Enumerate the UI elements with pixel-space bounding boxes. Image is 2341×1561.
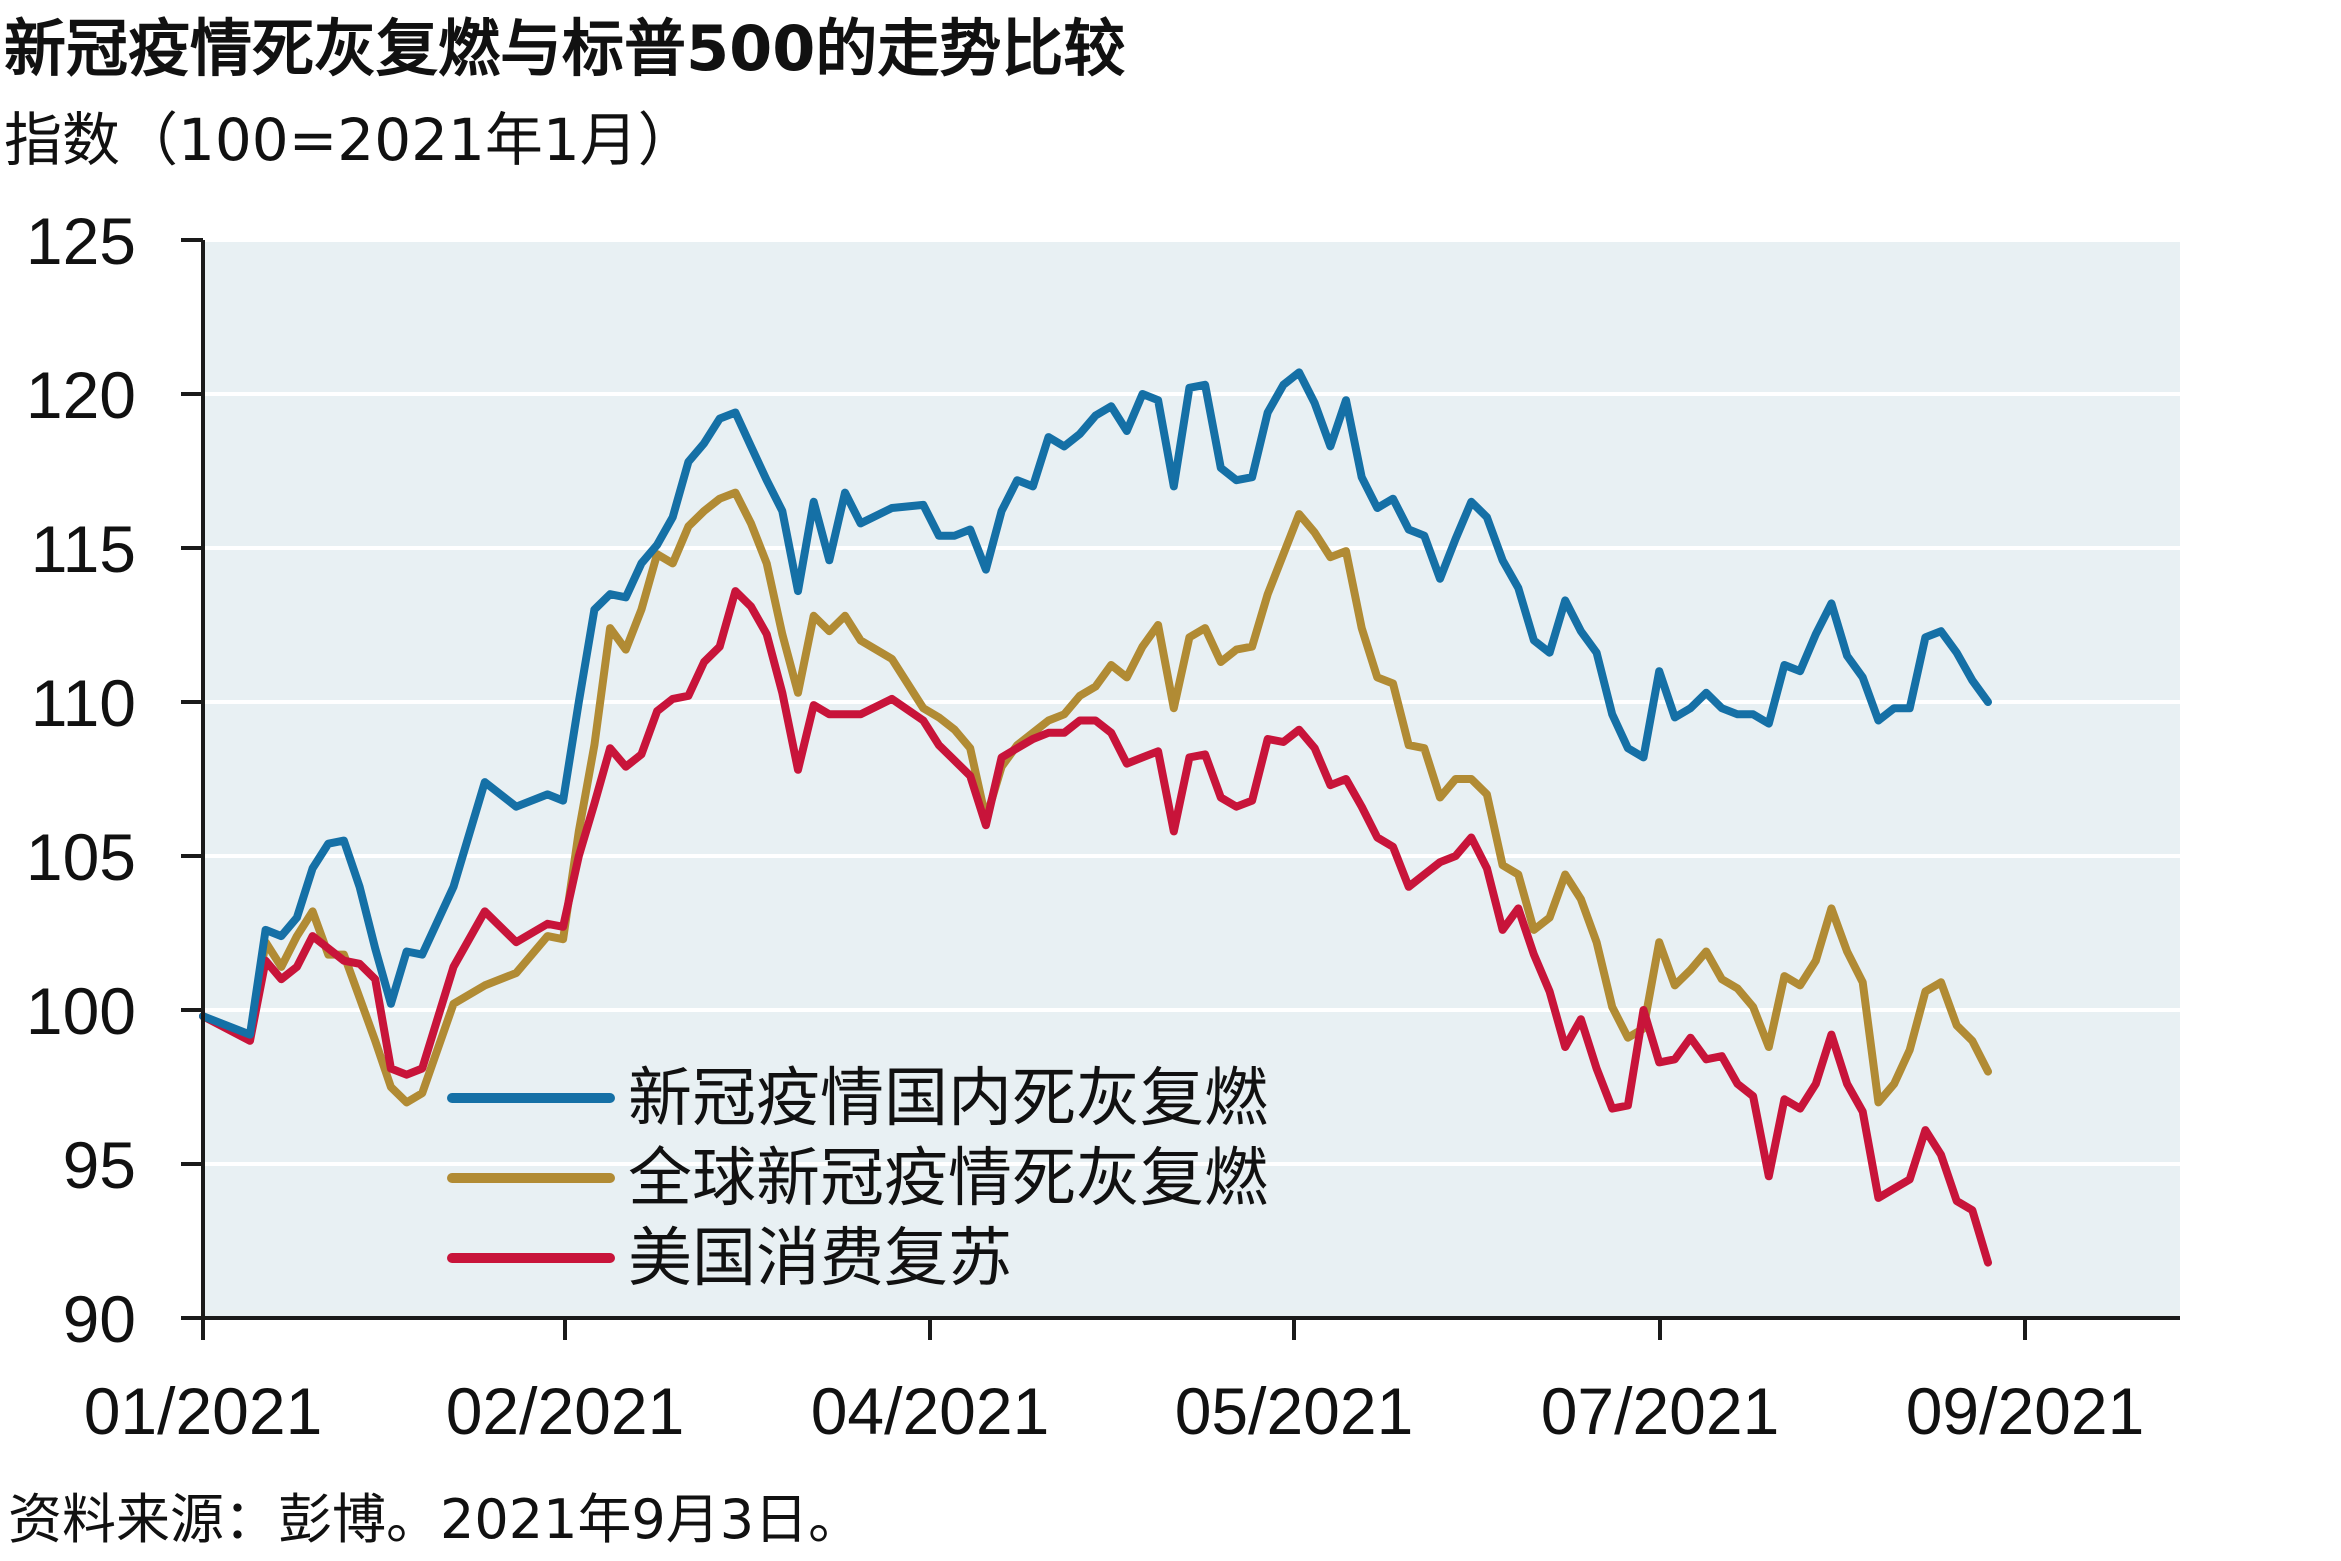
y-tick-label: 115 xyxy=(31,512,136,586)
series-layer xyxy=(199,368,1992,1267)
x-tick-label: 05/2021 xyxy=(1175,1374,1414,1448)
x-tick-label: 02/2021 xyxy=(446,1374,685,1448)
plot-area xyxy=(203,240,2180,1318)
x-tick-label: 07/2021 xyxy=(1541,1374,1780,1448)
series-line-1 xyxy=(199,368,1992,1039)
legend-label-2: 全球新冠疫情死灰复燃 xyxy=(628,1142,1268,1216)
x-tick-label: 01/2021 xyxy=(84,1374,323,1448)
y-tick-label: 100 xyxy=(26,974,136,1048)
y-tick-labels: 125 120 115 110 105 100 95 90 xyxy=(26,204,136,1356)
y-tick-label: 90 xyxy=(63,1282,136,1356)
y-tick-label: 125 xyxy=(26,204,136,278)
y-tick-label: 110 xyxy=(31,666,136,740)
legend-label-3: 美国消费复苏 xyxy=(628,1222,1012,1296)
series-line-3 xyxy=(199,587,1992,1267)
axes xyxy=(181,238,2180,1340)
x-tick-labels: 01/2021 02/2021 04/2021 05/2021 07/2021 09/20… xyxy=(84,1374,2145,1448)
y-tick-label: 105 xyxy=(26,820,136,894)
chart-subtitle: 指数（100=2021年1月） xyxy=(4,106,696,174)
x-tick-label: 04/2021 xyxy=(811,1374,1050,1448)
y-tick-label: 95 xyxy=(63,1128,136,1202)
x-tick-label: 09/2021 xyxy=(1906,1374,2145,1448)
legend-label-1: 新冠疫情国内死灰复燃 xyxy=(628,1062,1268,1136)
source-note: 资料来源：彭博。2021年9月3日。 xyxy=(8,1488,862,1551)
y-tick-label: 120 xyxy=(26,358,136,432)
chart-title: 新冠疫情死灰复燃与标普500的走势比较 xyxy=(4,12,1125,85)
